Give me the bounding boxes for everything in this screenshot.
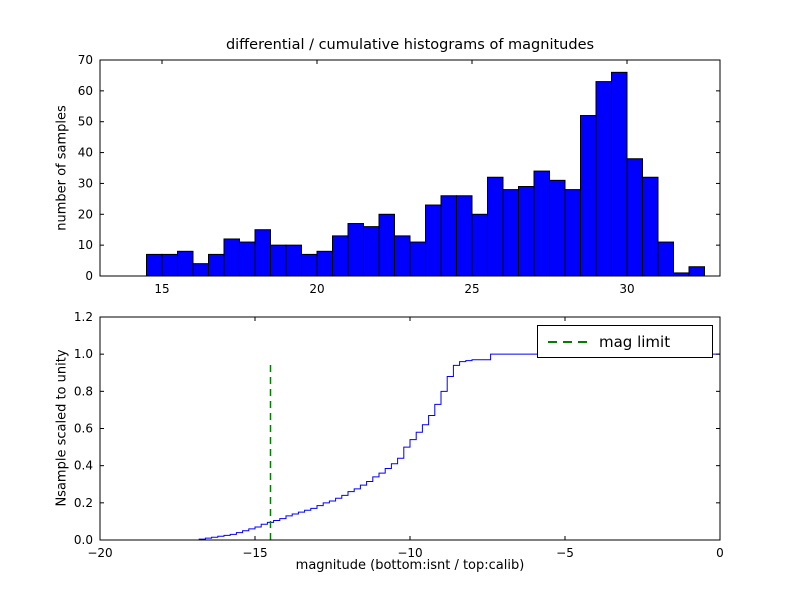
y-tick-label: 60: [78, 84, 93, 98]
y-axis-label-bottom: Nsample scaled to unity: [54, 349, 70, 507]
y-tick-label: 70: [78, 53, 93, 67]
y-tick-label: 1.2: [74, 310, 93, 324]
histogram-bar: [595, 81, 612, 277]
x-tick-label: 25: [464, 282, 479, 296]
y-tick-label: 0.2: [74, 496, 93, 510]
x-tick-label: −15: [242, 546, 267, 560]
y-tick-label: 30: [78, 176, 93, 190]
histogram-bar: [471, 213, 488, 277]
histogram-bar: [502, 189, 519, 277]
y-tick-label: 0.6: [74, 422, 93, 436]
histogram-bar: [270, 244, 287, 277]
histogram-bar: [285, 244, 302, 277]
x-tick-label: 30: [619, 282, 634, 296]
x-tick-label: −10: [397, 546, 422, 560]
histogram-bar: [642, 176, 659, 277]
histogram-bar: [626, 158, 643, 277]
histogram-bar: [456, 195, 473, 277]
histogram-bar: [549, 179, 566, 277]
y-tick-label: 1.0: [74, 347, 93, 361]
y-tick-label: 10: [78, 238, 93, 252]
histogram-bar: [177, 250, 194, 277]
x-axis-label-bottom: magnitude (bottom:isnt / top:calib): [295, 558, 525, 573]
x-tick-label: 20: [309, 282, 324, 296]
y-tick-label: 0: [85, 269, 93, 283]
histogram-bar: [332, 235, 349, 277]
histogram-bar: [409, 241, 426, 277]
histogram-bar: [192, 263, 209, 277]
y-axis-label-top: number of samples: [54, 105, 70, 231]
histogram-bar: [316, 250, 333, 277]
legend-dashed-line-sample: [548, 340, 588, 343]
histogram-bar: [347, 223, 364, 277]
cumulative-step-curve: [100, 353, 720, 541]
histogram-bar: [611, 71, 628, 277]
histogram-bar: [394, 235, 411, 277]
histogram-bar: [363, 226, 380, 277]
y-tick-label: 40: [78, 146, 93, 160]
legend-label: mag limit: [599, 332, 671, 351]
y-tick-label: 0.8: [74, 384, 93, 398]
histogram-bar: [239, 241, 256, 277]
x-tick-label: −5: [556, 546, 574, 560]
histogram-bar: [487, 176, 504, 277]
axes-frame: [99, 59, 721, 277]
histogram-bar: [518, 186, 535, 277]
x-tick-label: −20: [87, 546, 112, 560]
histogram-bar: [254, 229, 271, 277]
histogram-bar: [440, 195, 457, 277]
y-tick-label: 50: [78, 115, 93, 129]
x-tick-label: 15: [154, 282, 169, 296]
histogram-bar: [425, 204, 442, 277]
y-tick-label: 20: [78, 207, 93, 221]
histogram-bar: [657, 241, 674, 277]
legend: mag limit: [537, 325, 713, 358]
histogram-bar: [208, 253, 225, 277]
histogram-bar: [564, 189, 581, 277]
histogram-bar: [580, 115, 597, 277]
histogram-bar: [161, 253, 178, 277]
y-tick-label: 0.4: [74, 459, 93, 473]
y-tick-label: 0.0: [74, 533, 93, 547]
histogram-bar: [533, 170, 550, 277]
x-tick-label: 0: [716, 546, 724, 560]
histogram-bar: [378, 213, 395, 277]
histogram-bar: [146, 253, 163, 277]
chart-title: differential / cumulative histograms of …: [225, 37, 595, 53]
histogram-bar: [223, 238, 240, 277]
histogram-bar: [301, 253, 318, 277]
histogram-bar: [688, 266, 705, 277]
